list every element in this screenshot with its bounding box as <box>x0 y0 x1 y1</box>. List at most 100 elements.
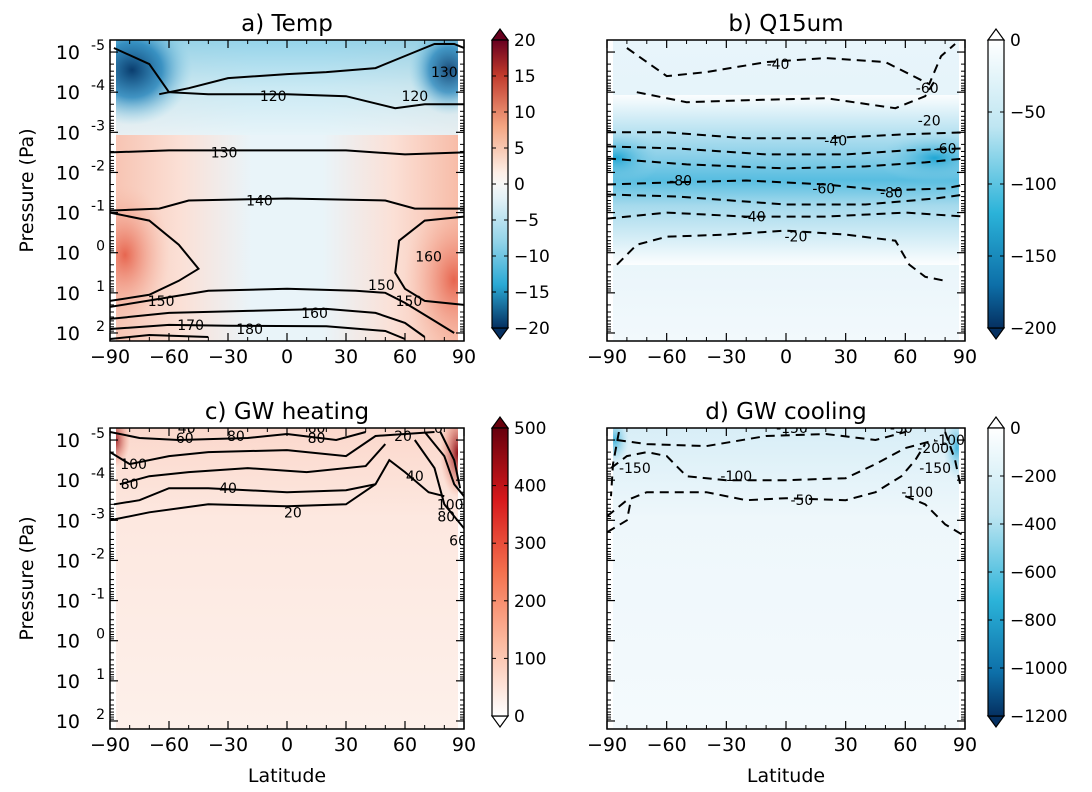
plot-area-d: -150 -50-150-100-200-150-100-50-100 <box>607 421 965 729</box>
colorbar-c: 500 400 300 200 100 0 <box>490 415 546 729</box>
contour-label: 100 <box>437 497 464 513</box>
contour-line <box>607 211 965 220</box>
colorbar-tick-label: −1000 <box>1010 659 1068 679</box>
contour-line <box>394 215 464 306</box>
contour-label: 140 <box>246 194 273 210</box>
y-tick-exponent: 0 <box>96 239 105 255</box>
contour-line <box>413 439 464 529</box>
panel-title: d) GW cooling <box>705 399 867 425</box>
y-tick-exponent: -2 <box>91 546 105 562</box>
colorbar-tick-label: −150 <box>1010 247 1057 267</box>
contour-label: -200 <box>917 441 949 457</box>
y-axis-label: Pressure (Pa) <box>16 516 38 640</box>
contour-line <box>113 458 445 506</box>
x-tick-label: 90 <box>452 734 476 756</box>
x-tick-label: 0 <box>780 734 792 756</box>
contour-line <box>110 323 406 340</box>
y-tick-label: 10 <box>56 711 80 733</box>
contour-label: -40 <box>743 210 766 226</box>
contour-line <box>904 495 965 538</box>
contour-line <box>610 439 936 482</box>
contour-label: 170 <box>177 318 204 334</box>
contour-label: 160 <box>415 250 442 266</box>
contour-label: -50 <box>890 421 913 437</box>
y-tick-label: 10 <box>56 203 80 225</box>
colorbar-tick-label: 0 <box>514 175 525 195</box>
contour-line <box>626 43 956 86</box>
y-tick-label: 10 <box>56 162 80 184</box>
contour-line <box>607 131 965 140</box>
y-tick-label: 10 <box>56 42 80 64</box>
contour-label: 150 <box>368 278 395 294</box>
contour-line <box>610 431 620 497</box>
colorbar-tick-label: 400 <box>514 477 546 497</box>
y-tick-label: 10 <box>56 323 80 345</box>
colorbar-tick-label: 500 <box>514 419 546 439</box>
contour-label: -80 <box>669 173 692 189</box>
contour-line <box>110 431 435 466</box>
contour-line <box>607 179 965 192</box>
y-tick-label: 10 <box>56 122 80 144</box>
y-tick-label: 10 <box>56 671 80 693</box>
contour-label: -20 <box>918 113 941 129</box>
panel-title: b) Q15um <box>728 11 843 37</box>
x-tick-label: 30 <box>834 346 858 368</box>
colorbar-tick-label: 15 <box>514 67 536 87</box>
colorbar-tick-label: 20 <box>514 31 536 51</box>
y-tick-label: 10 <box>56 82 80 104</box>
y-axis-label: Pressure (Pa) <box>16 128 38 252</box>
x-tick-label: 60 <box>893 346 917 368</box>
y-tick-exponent: -3 <box>91 506 105 522</box>
contour-label: 40 <box>178 421 196 437</box>
y-tick-label: 10 <box>56 510 80 532</box>
contour-line <box>110 149 464 156</box>
contour-label: 120 <box>260 89 287 105</box>
contour-label: 80 <box>227 429 245 445</box>
x-tick-label: 90 <box>953 346 977 368</box>
colorbar-tick-label: −400 <box>1010 515 1057 535</box>
x-tick-label: 60 <box>893 734 917 756</box>
y-tick-exponent: -5 <box>91 38 105 54</box>
contour-label: 130 <box>431 65 458 81</box>
x-tick-label: −60 <box>647 734 687 756</box>
contour-label: 40 <box>219 481 237 497</box>
colorbar-d: 0 −200 −400 −600 −800 −1000 −1200 <box>986 415 1068 729</box>
contour-line <box>607 145 965 156</box>
contour-line <box>119 443 387 486</box>
y-tick-label: 10 <box>56 243 80 265</box>
x-tick-label: −90 <box>90 734 130 756</box>
contour-label: 130 <box>211 145 238 161</box>
contour-line <box>110 333 209 340</box>
contour-label: -100 <box>720 469 752 485</box>
contour-label: -100 <box>933 433 965 449</box>
x-tick-label: −90 <box>90 346 130 368</box>
contour-line <box>110 197 464 212</box>
contour-line <box>944 431 962 489</box>
colorbar-tick-label: 0 <box>1010 31 1021 51</box>
contour-label: -150 <box>776 421 808 437</box>
x-tick-label: 60 <box>393 734 417 756</box>
y-tick-label: 10 <box>56 591 80 613</box>
contour-label: 40 <box>406 469 424 485</box>
colorbar-tick-label: −600 <box>1010 563 1057 583</box>
x-tick-label: 60 <box>393 346 417 368</box>
panel-title: c) GW heating <box>205 399 369 425</box>
panel-title: a) Temp <box>241 11 333 37</box>
plot-area-b: -40 -60 -20 -40 -60 -80 -60 -80 -40 -20 <box>607 40 965 341</box>
colorbar-tick-label: −100 <box>1010 175 1057 195</box>
colorbar-tick-label: −50 <box>1010 103 1046 123</box>
contour-label: 150 <box>396 294 423 310</box>
colorbar-tick-label: −1200 <box>1010 707 1068 727</box>
contour-label: 20 <box>394 429 412 445</box>
contour-label: -60 <box>934 141 957 157</box>
colorbar-tick-label: 10 <box>514 103 536 123</box>
contour-label: -60 <box>916 81 939 97</box>
contour-label: 20 <box>284 505 302 521</box>
colorbar-tick-label: −5 <box>514 211 539 231</box>
y-tick-exponent: 0 <box>96 627 105 643</box>
x-tick-label: −30 <box>706 734 746 756</box>
